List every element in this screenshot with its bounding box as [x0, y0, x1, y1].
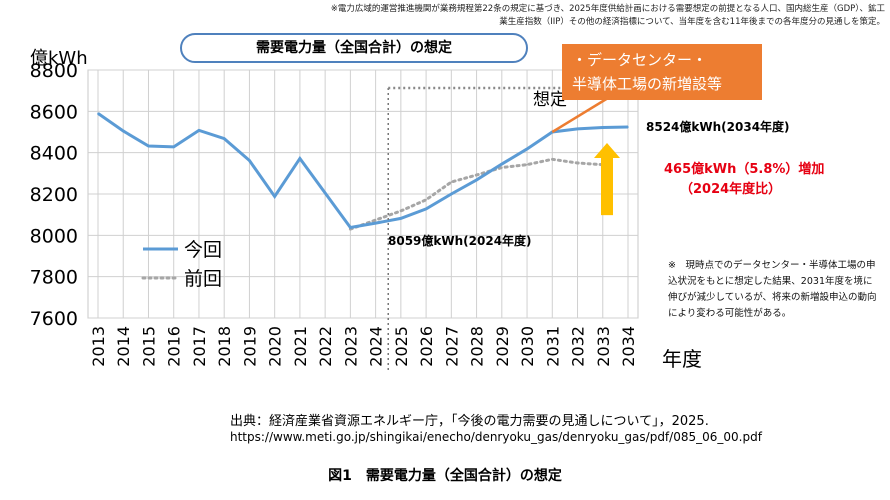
callout-pointer [551, 96, 609, 134]
data-point [450, 193, 453, 195]
legend-label: 今回 [184, 239, 222, 261]
x-tick-label: 2017 [190, 326, 209, 367]
source-citation: 出典：経済産業省資源エネルギー庁，「今後の電力需要の見通しについて」，2025. [230, 414, 709, 429]
figure-caption: 図1 需要電力量（全国合計）の想定 [328, 468, 562, 484]
x-tick-label: 2016 [165, 326, 184, 367]
forecast-label: 想定 [533, 90, 567, 110]
data-point [374, 222, 377, 224]
x-tick-label: 2033 [594, 326, 613, 367]
overlay: 想定 8524億kWh(2034年度) 465億kWh（5.8%）増加 （2024年度… [141, 83, 824, 373]
x-tick-label: 2019 [240, 326, 259, 367]
data-point [400, 210, 402, 212]
data-point [551, 158, 554, 161]
chart-title: 需要電力量（全国合計）の想定 [180, 33, 528, 63]
side-note: ※ 現時点でのデータセンター・半導体工場の申込状況をもとに想定した結果、2031… [668, 260, 877, 319]
data-point [475, 179, 478, 181]
y-tick-label: 8600 [30, 101, 78, 123]
data-point [425, 198, 427, 201]
x-tick-label: 2029 [493, 326, 512, 367]
data-point [475, 174, 478, 176]
x-tick-label: 2027 [442, 326, 461, 367]
x-tick-label: 2026 [417, 326, 436, 367]
data-point [576, 128, 579, 130]
x-tick-label: 2025 [392, 326, 411, 367]
y-tick-label: 8000 [30, 225, 78, 247]
series-line-今回 [97, 112, 629, 230]
data-point [501, 166, 503, 169]
data-point [501, 163, 503, 165]
increase-arrow-head [594, 143, 620, 159]
x-tick-label: 2023 [341, 326, 360, 367]
y-tick-label: 7800 [30, 267, 78, 289]
data-point [248, 159, 251, 162]
data-point [601, 126, 604, 129]
data-point [198, 129, 200, 132]
data-point [299, 157, 301, 160]
data-point [223, 137, 225, 140]
y-axis-unit: 億kWh [30, 48, 88, 69]
x-tick-labels: 2013 2014 2015 2016 2017 2018 2019 2020 2021 2022… [89, 326, 638, 367]
x-tick-label: 2020 [266, 326, 285, 367]
x-tick-label: 2031 [543, 326, 562, 367]
x-tick-label: 2015 [139, 326, 158, 367]
data-point [526, 148, 528, 150]
data-point [122, 130, 125, 132]
x-tick-label: 2018 [215, 326, 234, 367]
data-point [349, 226, 352, 229]
callout-box: ・データセンター・ 半導体工場の新増設等 [562, 44, 762, 100]
x-axis-unit: 年度 [662, 347, 702, 371]
x-tick-label: 2021 [291, 326, 310, 367]
source-url: https://www.meti.go.jp/shingikai/enecho/… [230, 430, 762, 444]
annotation-2024: 8059億kWh(2024年度) [388, 233, 532, 248]
data-point [147, 145, 150, 147]
callout-line-2: 半導体工場の新増設等 [572, 75, 723, 93]
data-point [172, 146, 175, 148]
data-point [273, 195, 276, 198]
annotation-2034: 8524億kWh(2034年度) [646, 119, 790, 134]
data-point [400, 217, 402, 220]
y-tick-label: 8200 [30, 184, 78, 206]
data-point [97, 112, 99, 115]
x-tick-label: 2028 [468, 326, 487, 367]
y-tick-label: 7600 [30, 308, 78, 330]
x-tick-label: 2030 [518, 326, 537, 367]
data-point [425, 208, 427, 210]
y-tick-label: 8800 [30, 60, 78, 82]
y-tick-labels: 7600 7800 8000 8200 8400 8600 8800 [30, 60, 78, 330]
callout-line-1: ・データセンター・ [572, 51, 708, 69]
increase-arrow-shaft [601, 157, 613, 216]
legend-label: 前回 [184, 268, 222, 290]
y-tick-label: 8400 [30, 143, 78, 165]
data-point [450, 181, 453, 183]
x-tick-label: 2013 [89, 326, 108, 367]
x-tick-label: 2022 [316, 326, 335, 367]
x-tick-label: 2014 [114, 326, 133, 367]
data-point [374, 219, 377, 221]
data-point [324, 192, 326, 194]
top-note: ※電力広域的運営推進機関が業務規程第22条の規定に基づき、2025年度供給計画に… [330, 4, 885, 27]
x-tick-label: 2024 [367, 326, 386, 367]
data-point [576, 162, 579, 164]
grid [87, 69, 639, 319]
data-point [526, 163, 528, 166]
increase-label-line-1: 465億kWh（5.8%）増加 [664, 161, 824, 177]
x-tick-label: 2032 [569, 326, 588, 367]
series-layer [97, 112, 629, 231]
increase-label-line-2: （2024年度比） [680, 181, 781, 197]
data-point [627, 126, 629, 128]
x-tick-label: 2034 [619, 326, 638, 367]
